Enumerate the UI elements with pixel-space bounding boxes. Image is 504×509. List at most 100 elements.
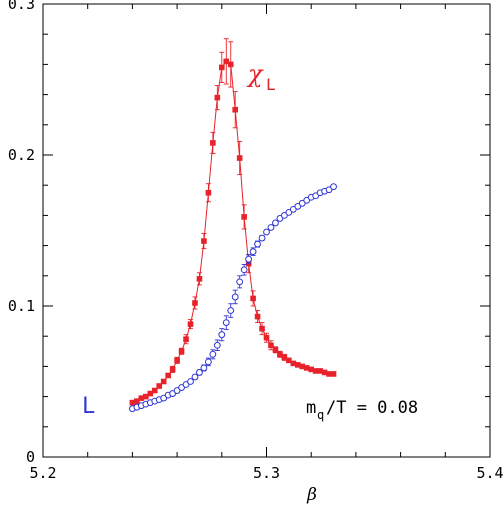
data-point bbox=[204, 358, 212, 366]
chi-symbol: χ bbox=[246, 60, 264, 88]
data-point bbox=[182, 381, 190, 388]
data-point bbox=[308, 366, 314, 373]
data-point bbox=[143, 393, 149, 400]
data-point bbox=[245, 255, 253, 263]
y-tick-label: 0.2 bbox=[8, 146, 35, 164]
data-point bbox=[330, 183, 337, 191]
data-point bbox=[223, 58, 230, 65]
data-point bbox=[165, 372, 171, 379]
data-point bbox=[268, 342, 274, 349]
data-point bbox=[240, 266, 248, 274]
series-L bbox=[129, 183, 337, 413]
mass-label-m: m bbox=[306, 398, 316, 418]
data-point bbox=[231, 293, 239, 301]
data-point bbox=[272, 219, 279, 227]
data-point bbox=[330, 371, 337, 377]
data-series bbox=[129, 38, 337, 413]
data-point bbox=[187, 378, 194, 385]
mass-annotation: m q /T = 0.08 bbox=[306, 398, 418, 422]
data-point bbox=[232, 106, 239, 113]
data-point bbox=[289, 205, 297, 213]
x-tick-label: 5.3 bbox=[253, 464, 280, 482]
data-point bbox=[156, 383, 163, 389]
data-point bbox=[174, 357, 180, 364]
data-point bbox=[263, 334, 270, 341]
series-chi bbox=[129, 38, 337, 406]
data-point bbox=[259, 325, 265, 332]
x-tick-label: 5.2 bbox=[29, 464, 56, 482]
data-point bbox=[290, 360, 297, 367]
data-point bbox=[326, 371, 332, 377]
data-point bbox=[214, 94, 221, 101]
data-point bbox=[321, 369, 328, 376]
axis-ticks bbox=[42, 3, 491, 458]
data-point bbox=[312, 368, 319, 374]
data-point bbox=[151, 387, 158, 394]
data-point bbox=[276, 215, 284, 222]
data-point bbox=[192, 300, 198, 306]
data-point bbox=[196, 276, 203, 282]
data-point bbox=[169, 390, 177, 397]
polyakov-loop-label: L bbox=[82, 394, 95, 419]
data-point bbox=[201, 238, 207, 244]
x-axis-label: β bbox=[306, 485, 317, 505]
mass-label-ratio: /T = 0.08 bbox=[326, 398, 418, 418]
data-point bbox=[183, 336, 189, 343]
data-point bbox=[249, 248, 257, 256]
data-point bbox=[200, 364, 208, 372]
data-point bbox=[196, 369, 203, 376]
data-point bbox=[173, 387, 181, 394]
data-point bbox=[147, 390, 154, 397]
data-point bbox=[277, 351, 283, 358]
data-point bbox=[250, 295, 256, 302]
data-point bbox=[219, 64, 225, 71]
chi-subscript: L bbox=[266, 75, 276, 94]
data-point bbox=[299, 363, 306, 370]
data-point bbox=[267, 224, 275, 231]
data-point bbox=[205, 189, 212, 196]
data-point bbox=[303, 365, 310, 371]
x-tick-label: 5.4 bbox=[476, 464, 503, 482]
data-point bbox=[187, 321, 194, 327]
data-point bbox=[178, 384, 185, 391]
data-point bbox=[254, 313, 261, 320]
data-point bbox=[263, 228, 270, 236]
y-tick-label: 0.1 bbox=[8, 297, 35, 315]
data-point bbox=[227, 61, 234, 68]
data-point bbox=[281, 354, 288, 361]
data-point bbox=[303, 196, 311, 204]
data-point bbox=[286, 357, 292, 364]
data-point bbox=[138, 395, 145, 401]
data-point bbox=[236, 155, 243, 161]
data-point bbox=[209, 350, 217, 358]
data-point bbox=[317, 368, 323, 374]
data-point bbox=[280, 212, 288, 219]
y-tick-label: 0.3 bbox=[8, 0, 35, 13]
data-point bbox=[241, 214, 247, 220]
data-point bbox=[298, 199, 306, 207]
data-point bbox=[236, 278, 244, 286]
axis-tick-labels: 5.2 5.3 5.4 0 0.1 0.2 0.3 bbox=[8, 0, 504, 482]
series-line bbox=[132, 60, 334, 404]
chi-annotation: χ L bbox=[246, 60, 276, 94]
data-point bbox=[160, 394, 168, 402]
data-point bbox=[134, 398, 140, 404]
data-point bbox=[294, 202, 302, 210]
data-point bbox=[325, 186, 333, 194]
y-tick-label: 0 bbox=[26, 448, 35, 466]
data-point bbox=[272, 346, 279, 353]
data-point bbox=[191, 373, 199, 381]
data-point bbox=[160, 378, 167, 385]
data-point bbox=[213, 341, 221, 349]
data-point bbox=[258, 234, 266, 242]
mass-label-subscript: q bbox=[317, 408, 324, 422]
data-point bbox=[227, 307, 235, 314]
data-point bbox=[210, 140, 216, 146]
data-point bbox=[178, 348, 185, 355]
data-point bbox=[294, 362, 301, 368]
data-point bbox=[218, 331, 226, 339]
data-point bbox=[254, 240, 261, 248]
data-point bbox=[285, 208, 293, 216]
data-point bbox=[222, 319, 230, 327]
